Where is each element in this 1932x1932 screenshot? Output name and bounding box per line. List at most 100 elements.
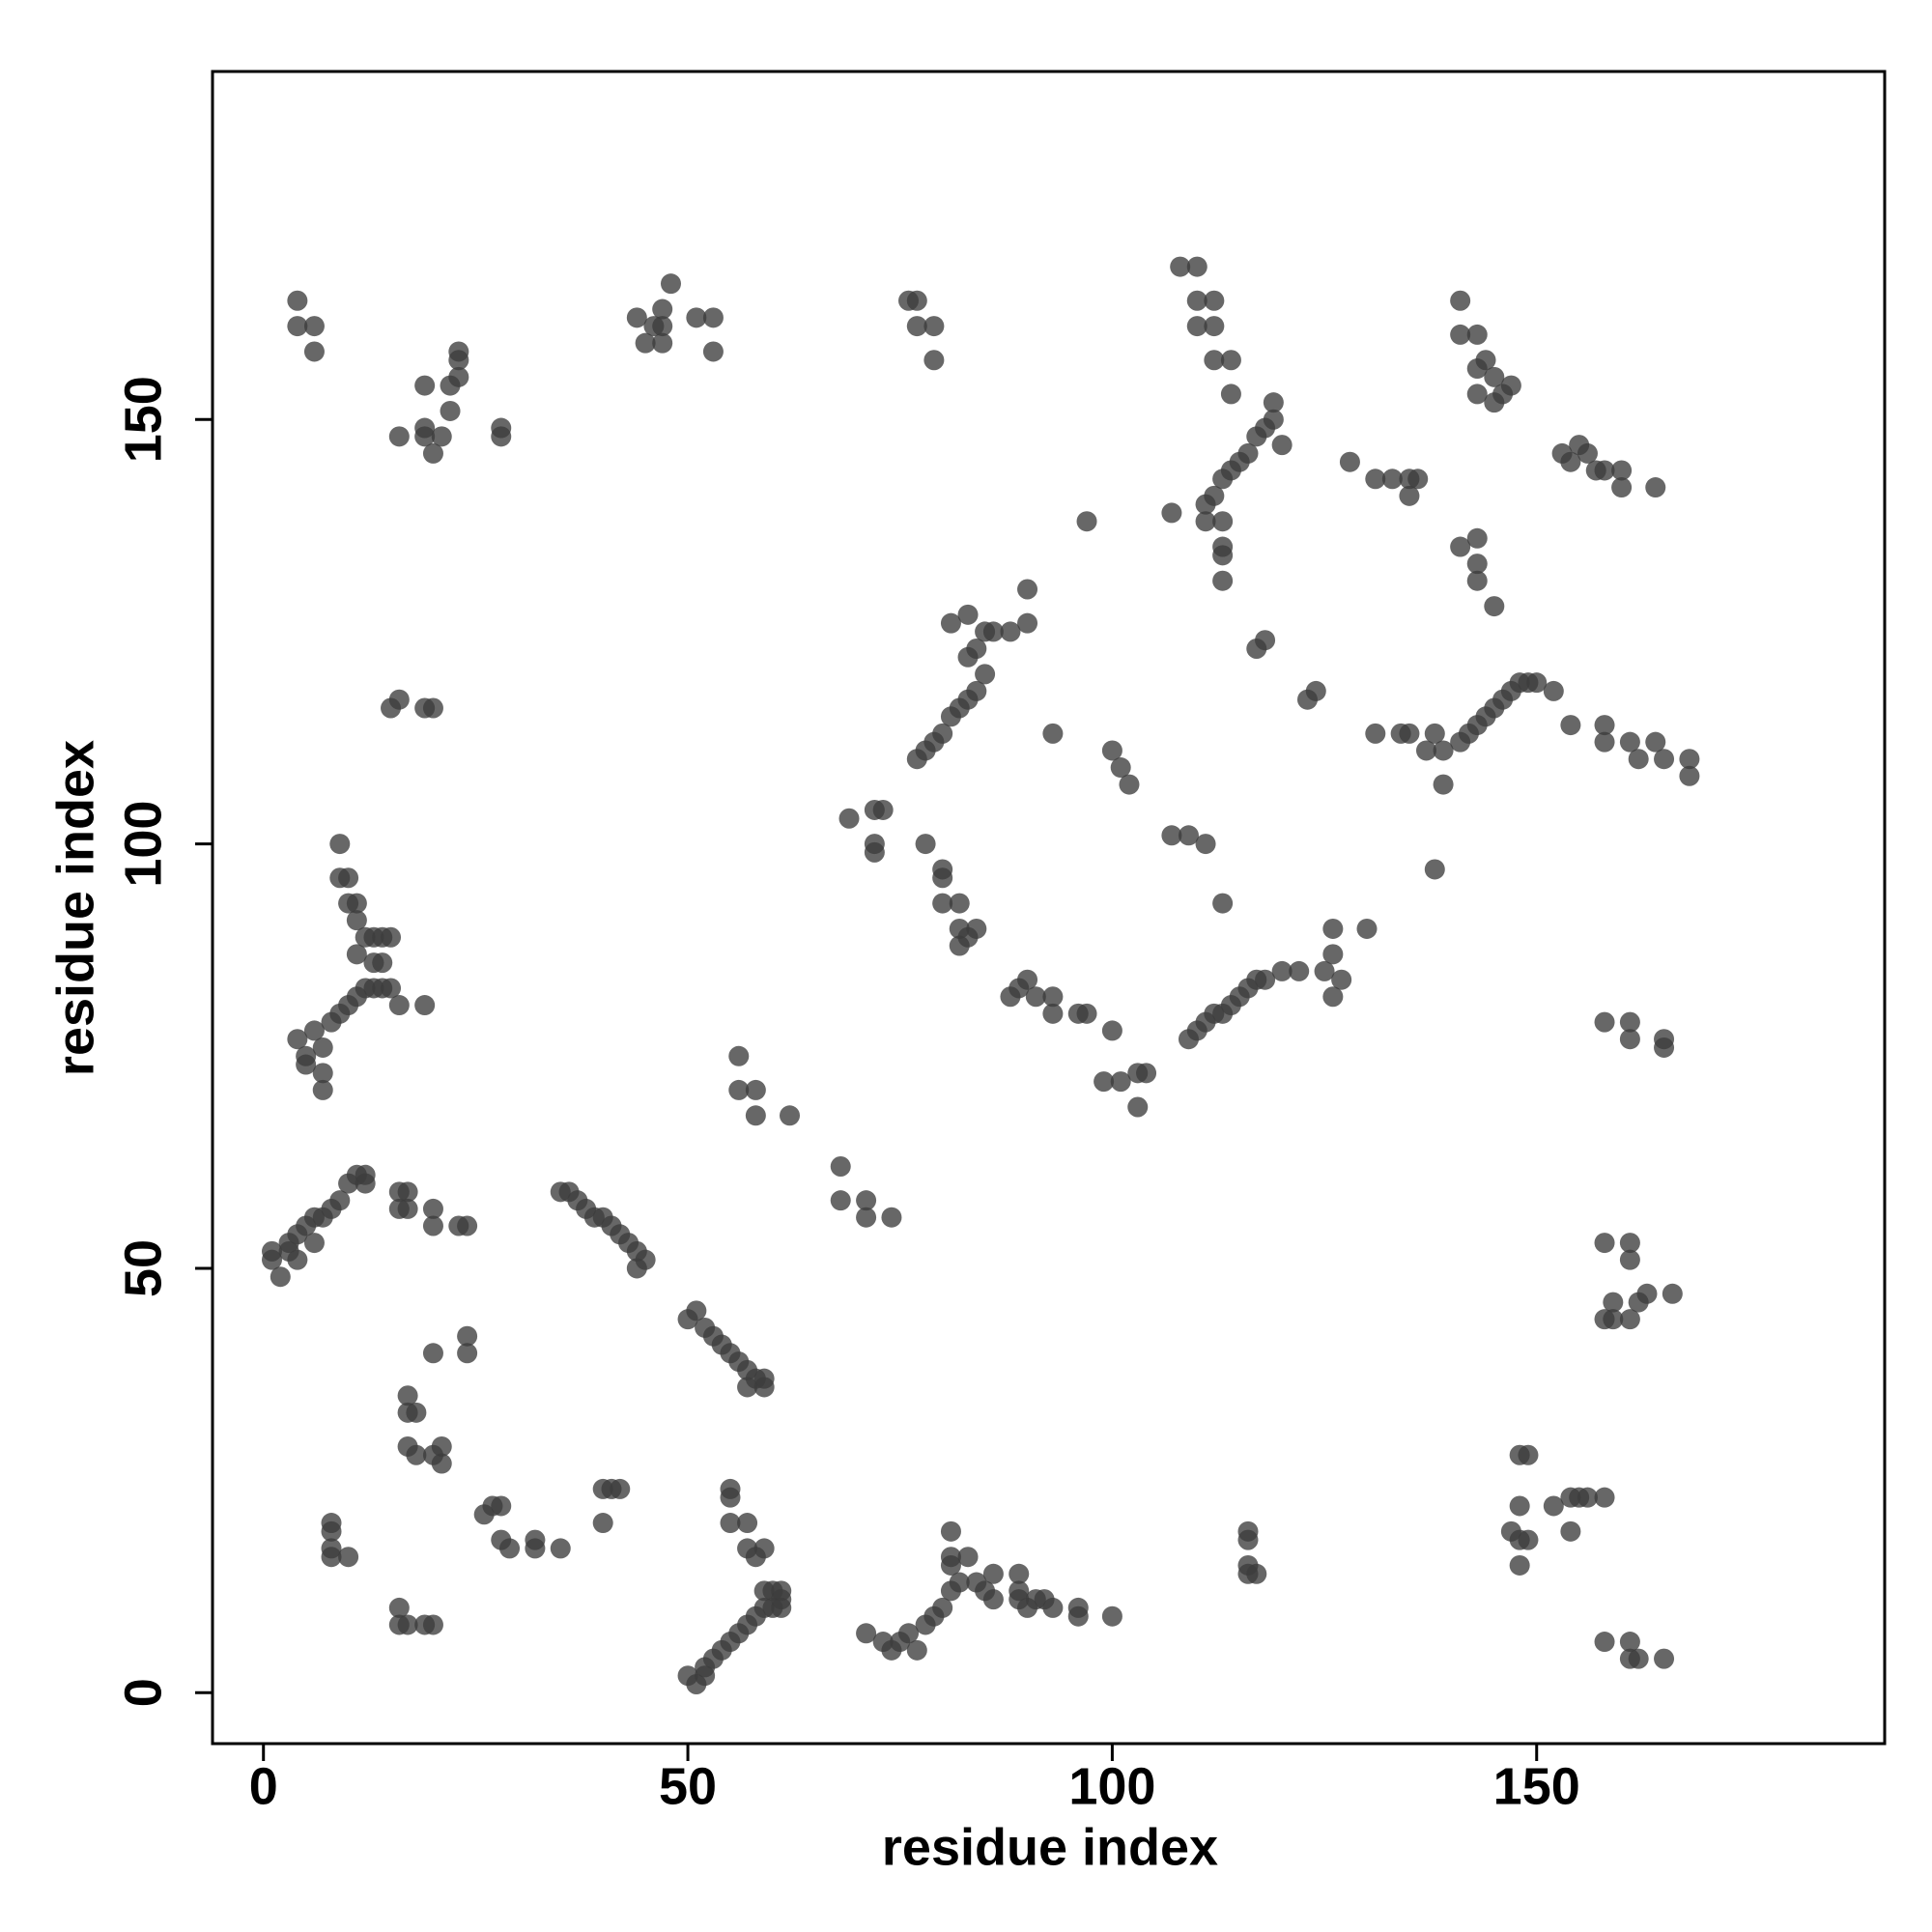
point	[372, 952, 393, 974]
point	[1101, 1605, 1122, 1627]
point	[1577, 442, 1598, 464]
point	[1484, 392, 1505, 413]
point	[957, 1547, 979, 1568]
y-axis-label: residue index	[46, 740, 104, 1076]
point	[720, 1487, 741, 1508]
point	[1339, 451, 1360, 472]
point	[1255, 630, 1276, 651]
point	[652, 316, 673, 337]
point	[1322, 944, 1344, 965]
point	[1042, 1003, 1064, 1024]
point	[1636, 1283, 1658, 1304]
point	[864, 841, 885, 863]
point	[346, 910, 367, 931]
point	[856, 1207, 877, 1228]
point	[422, 1614, 443, 1635]
point	[406, 1444, 427, 1465]
point	[780, 1105, 801, 1126]
point	[525, 1538, 546, 1559]
point	[1679, 765, 1700, 786]
point	[329, 834, 351, 855]
point	[431, 426, 452, 447]
point	[1619, 1249, 1640, 1270]
x-tick-label: 50	[659, 1757, 717, 1815]
point	[1611, 477, 1633, 498]
point	[1424, 723, 1445, 744]
point	[1322, 986, 1344, 1008]
point	[728, 1079, 750, 1100]
point	[932, 723, 953, 744]
point	[830, 1155, 851, 1177]
x-axis-label: residue index	[882, 1818, 1218, 1876]
point	[1619, 731, 1640, 753]
point	[906, 290, 927, 311]
point	[1560, 451, 1581, 472]
point	[940, 1520, 961, 1542]
point	[1450, 290, 1471, 311]
plot-frame	[211, 70, 1887, 1746]
point	[287, 1029, 308, 1050]
point	[1237, 1529, 1259, 1550]
point	[1365, 469, 1386, 490]
point	[1204, 350, 1225, 371]
point	[915, 834, 936, 855]
point	[491, 1495, 512, 1517]
point	[1484, 366, 1505, 387]
point	[1161, 825, 1182, 846]
point	[1322, 918, 1344, 939]
point	[686, 1300, 707, 1321]
point	[287, 1249, 308, 1270]
point	[771, 1597, 792, 1618]
point	[1416, 740, 1437, 761]
point	[303, 1233, 325, 1254]
point	[1076, 1003, 1097, 1024]
point	[1466, 527, 1488, 549]
point	[1127, 1096, 1149, 1118]
point	[940, 1547, 961, 1568]
y-tick-label: 150	[114, 376, 172, 463]
point	[1654, 1648, 1675, 1669]
point	[431, 1435, 452, 1457]
point	[1603, 1292, 1624, 1313]
point	[906, 316, 927, 337]
point	[1212, 570, 1234, 591]
point	[1645, 731, 1666, 753]
point	[1518, 1529, 1539, 1550]
point	[287, 316, 308, 337]
point	[1204, 290, 1225, 311]
point	[1611, 460, 1633, 481]
point	[1289, 960, 1310, 981]
point	[338, 1547, 359, 1568]
point	[1178, 825, 1199, 846]
point	[1526, 672, 1548, 694]
point	[966, 680, 987, 701]
point	[388, 1597, 410, 1618]
point	[966, 639, 987, 660]
point	[982, 621, 1004, 642]
point	[448, 366, 469, 387]
point	[1399, 485, 1420, 506]
x-tick-label: 150	[1493, 1757, 1580, 1815]
point	[303, 341, 325, 362]
point	[1263, 409, 1284, 430]
y-tick-label: 50	[114, 1239, 172, 1297]
point	[1679, 749, 1700, 770]
point	[355, 1173, 376, 1194]
point	[626, 307, 647, 328]
point	[906, 1639, 927, 1661]
point	[957, 604, 979, 625]
point	[949, 935, 970, 956]
point	[1654, 1037, 1675, 1058]
point	[1042, 986, 1064, 1008]
point	[1484, 596, 1505, 617]
point	[1628, 1648, 1649, 1669]
point	[287, 290, 308, 311]
point	[1509, 1495, 1530, 1517]
point	[753, 1538, 775, 1559]
point	[422, 1343, 443, 1364]
point	[1110, 1071, 1131, 1093]
point	[1195, 511, 1216, 532]
point	[1186, 316, 1208, 337]
point	[1433, 740, 1454, 761]
